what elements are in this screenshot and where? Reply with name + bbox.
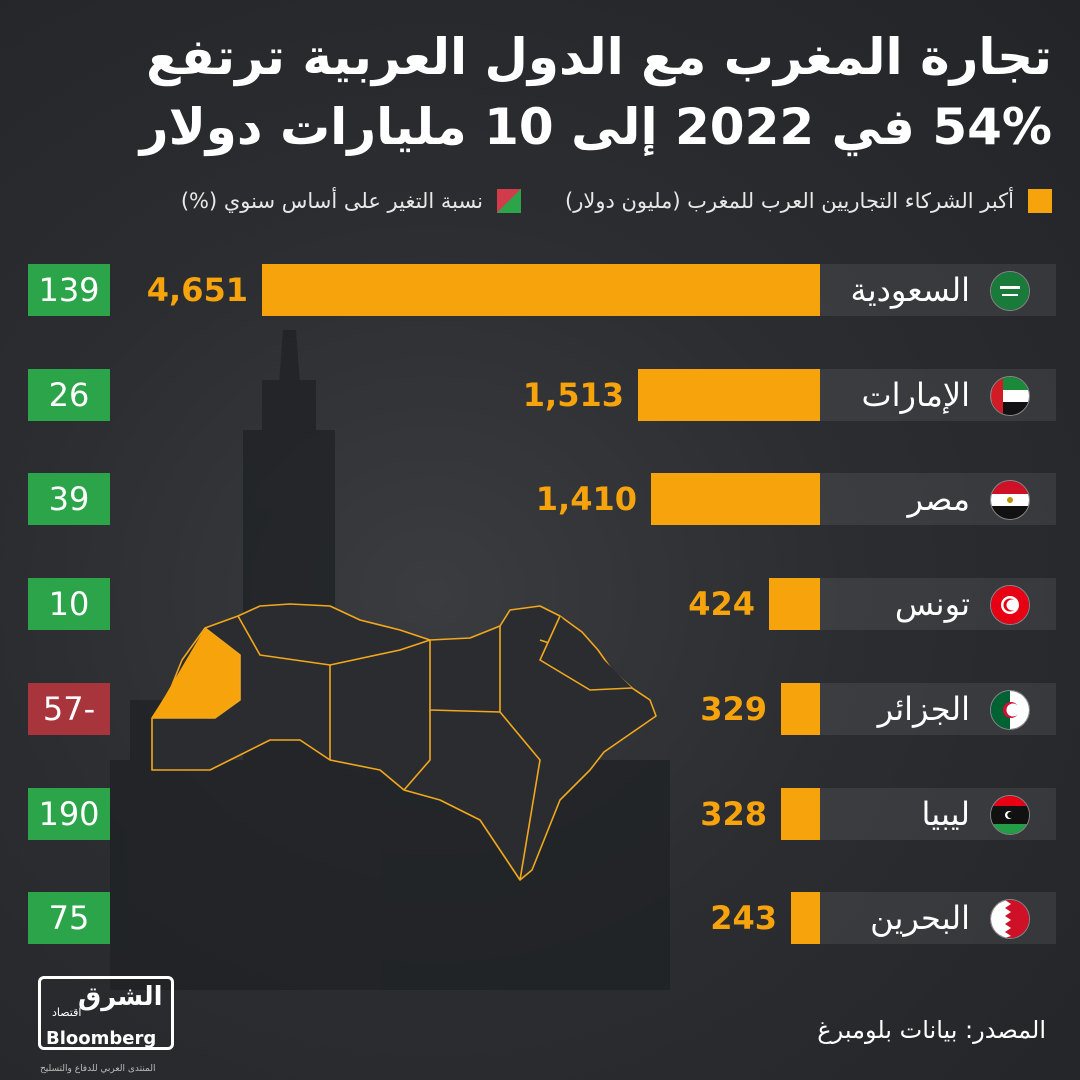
- bar-value-label: 1,513: [522, 376, 624, 414]
- change-badge: 57-: [28, 683, 110, 735]
- country-label: الجزائر: [877, 690, 970, 728]
- country-label: البحرين: [870, 899, 970, 937]
- logo-subtitle: اقتصاد: [52, 1006, 82, 1019]
- bar-4: [781, 683, 820, 735]
- logo-frame: [38, 976, 174, 1050]
- chart-title: تجارة المغرب مع الدول العربية ترتفع 54% …: [32, 22, 1052, 162]
- bar-value-label: 4,651: [146, 271, 248, 309]
- algeria-flag-icon: [990, 690, 1030, 730]
- arab-world-map-icon: [151, 603, 657, 881]
- source-note: المصدر: بيانات بلومبرغ: [817, 1016, 1046, 1044]
- legend: أكبر الشركاء التجاريين العرب للمغرب (ملي…: [22, 186, 1052, 216]
- forum-watermark: المنتدى العربي للدفاع والتسليح: [40, 1064, 156, 1074]
- bar-value-label: 328: [700, 795, 767, 833]
- bar-5: [781, 788, 820, 840]
- change-badge: 190: [28, 788, 110, 840]
- bar-1: [638, 369, 820, 421]
- change-badge: 75: [28, 892, 110, 944]
- egypt-flag-icon: [990, 480, 1030, 520]
- tunisia-flag-icon: [990, 585, 1030, 625]
- legend-swatch-change: [497, 189, 522, 213]
- legend-label-change: نسبة التغير على أساس سنوي (%): [180, 189, 484, 213]
- bar-value-label: 329: [700, 690, 767, 728]
- bar-0: [262, 264, 820, 316]
- logo-arabic: الشرق: [78, 982, 163, 1012]
- bar-3: [769, 578, 820, 630]
- legend-swatch-trade: [1028, 189, 1052, 213]
- asharq-bloomberg-logo: الشرق اقتصاد Bloomberg: [38, 976, 178, 1056]
- country-label: مصر: [907, 480, 970, 518]
- country-label: الإمارات: [861, 376, 971, 414]
- saudi-flag-icon: [990, 271, 1030, 311]
- bar-6: [791, 892, 820, 944]
- change-badge: 10: [28, 578, 110, 630]
- bahrain-flag-icon: [990, 899, 1030, 939]
- change-badge: 26: [28, 369, 110, 421]
- uae-flag-icon: [990, 376, 1030, 416]
- bar-value-label: 424: [688, 585, 755, 623]
- title-line-1: تجارة المغرب مع الدول العربية ترتفع: [146, 28, 1052, 86]
- country-label: تونس: [894, 585, 970, 623]
- logo-bloomberg: Bloomberg: [46, 1028, 157, 1049]
- bar-2: [651, 473, 820, 525]
- libya-flag-icon: [990, 795, 1030, 835]
- change-badge: 39: [28, 473, 110, 525]
- bar-value-label: 1,410: [535, 480, 637, 518]
- country-label: ليبيا: [921, 795, 970, 833]
- country-label: السعودية: [850, 271, 970, 309]
- bar-value-label: 243: [710, 899, 777, 937]
- legend-label-trade: أكبر الشركاء التجاريين العرب للمغرب (ملي…: [565, 189, 1014, 213]
- title-line-2: 54% في 2022 إلى 10 مليارات دولار: [139, 98, 1052, 156]
- change-badge: 139: [28, 264, 110, 316]
